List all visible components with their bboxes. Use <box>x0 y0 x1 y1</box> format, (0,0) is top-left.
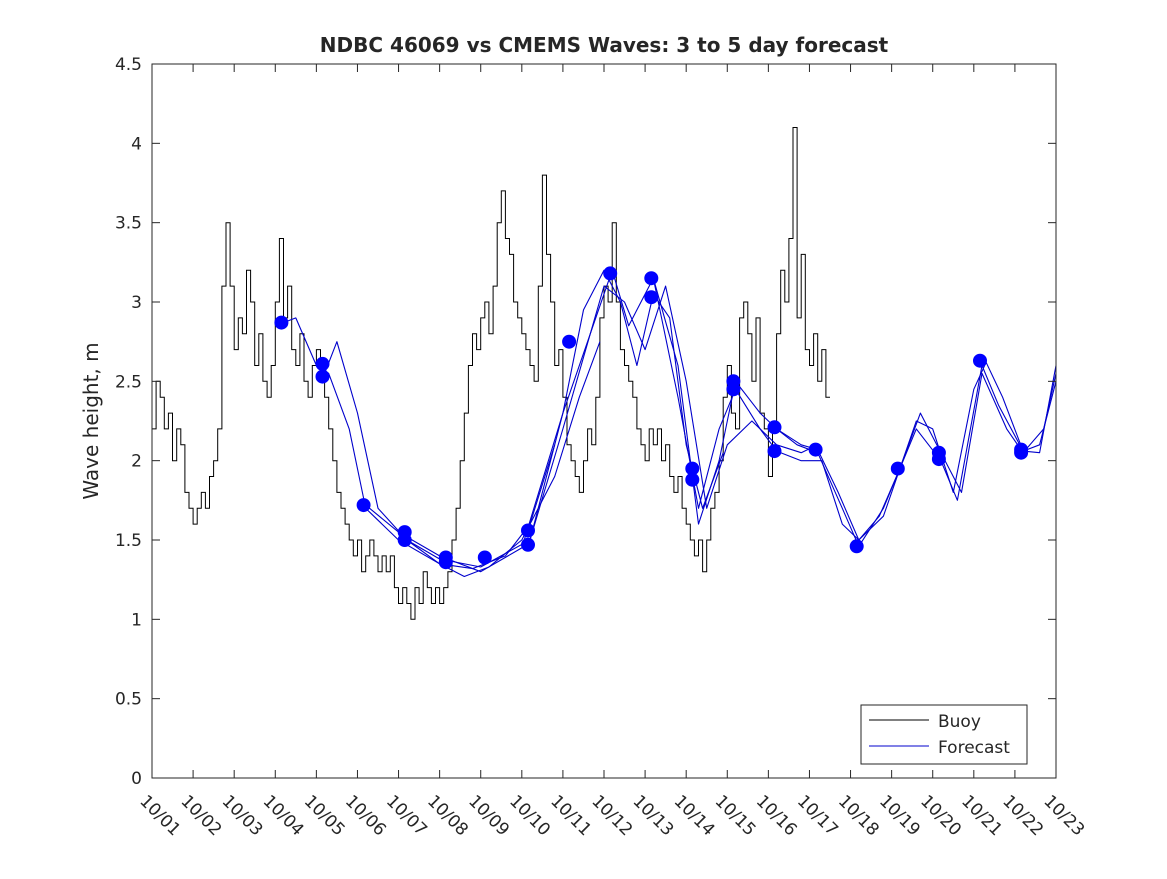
y-tick-label: 3 <box>131 293 142 313</box>
forecast-series-line-7 <box>776 361 1057 541</box>
forecast-marker <box>1014 445 1029 460</box>
forecast-marker <box>644 271 659 286</box>
forecast-marker <box>726 382 741 397</box>
forecast-marker <box>397 533 412 547</box>
forecast-series-line-4 <box>406 285 818 568</box>
forecast-marker <box>644 290 659 305</box>
y-tick-label: 3.5 <box>115 214 142 234</box>
forecast-marker <box>521 537 535 552</box>
forecast-marker <box>315 369 330 384</box>
y-tick-label: 0.5 <box>115 690 142 710</box>
forecast-marker <box>274 315 289 330</box>
forecast-marker <box>890 461 905 476</box>
legend-box <box>860 704 1028 765</box>
forecast-marker <box>767 420 782 435</box>
forecast-marker <box>562 334 577 349</box>
forecast-marker <box>603 266 618 281</box>
y-tick-label: 1 <box>131 610 142 630</box>
chart-title: NDBC 46069 vs CMEMS Waves: 3 to 5 day fo… <box>320 33 889 57</box>
y-tick-label: 2.5 <box>115 372 142 392</box>
forecast-marker <box>315 356 330 371</box>
y-tick-label: 4.5 <box>115 55 142 75</box>
plot-area <box>152 64 1056 778</box>
y-tick-label: 4 <box>131 134 142 154</box>
forecast-series-line-2 <box>324 341 601 578</box>
forecast-marker <box>973 353 987 368</box>
forecast-marker <box>477 550 492 565</box>
forecast-marker <box>356 498 371 513</box>
forecast-marker <box>438 555 453 570</box>
forecast-marker <box>849 539 864 554</box>
y-tick-label: 1.5 <box>115 531 142 551</box>
y-tick-label: 0 <box>131 769 142 789</box>
forecast-marker <box>685 472 700 487</box>
y-tick-label: 2 <box>131 452 142 472</box>
forecast-marker <box>931 452 946 467</box>
marker-layer <box>274 266 1029 570</box>
forecast-marker <box>767 444 782 459</box>
forecast-marker <box>808 442 823 457</box>
legend-forecast-label: Forecast <box>938 738 1010 758</box>
legend: Buoy Forecast <box>860 704 1028 765</box>
forecast-marker <box>521 523 535 538</box>
buoy-series-line <box>152 127 830 620</box>
y-axis-label: Wave height, m <box>79 342 103 499</box>
legend-buoy-label: Buoy <box>938 712 981 732</box>
